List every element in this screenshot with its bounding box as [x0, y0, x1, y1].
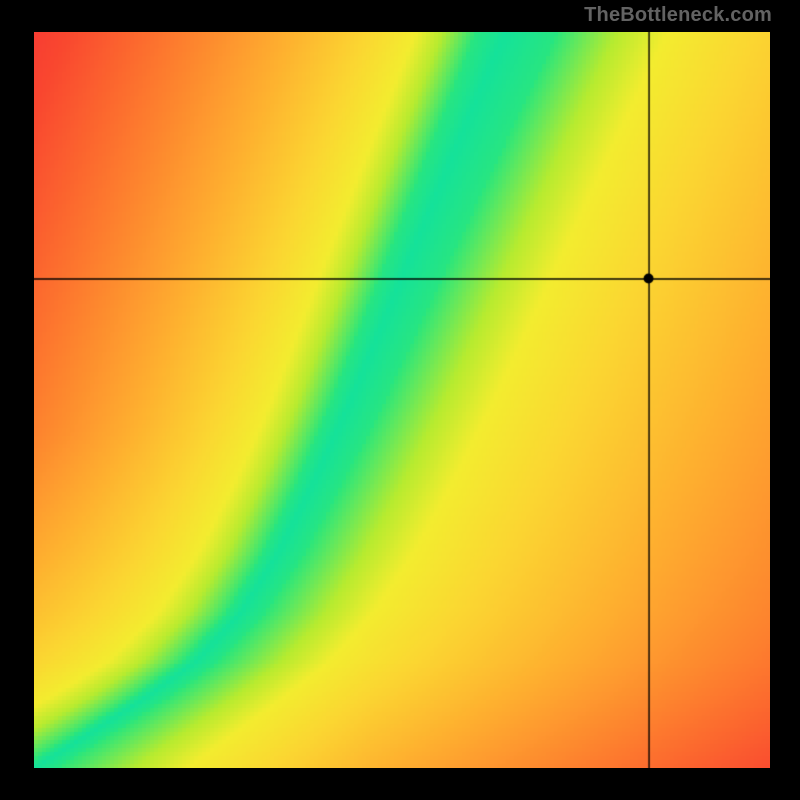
bottleneck-heatmap: [34, 32, 770, 768]
figure-root: TheBottleneck.com: [0, 0, 800, 800]
watermark-label: TheBottleneck.com: [584, 4, 772, 27]
